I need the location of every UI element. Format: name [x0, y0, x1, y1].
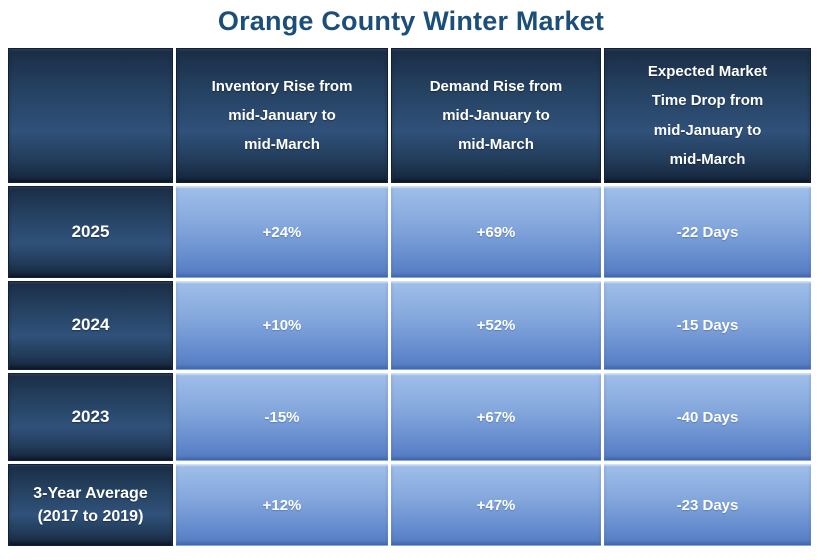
winter-market-table: Inventory Rise from mid-January to mid-M… [8, 48, 811, 546]
cell-average-market-time: -23 Days [604, 464, 811, 546]
cell-2024-inventory: +10% [176, 281, 388, 370]
header-market-time-drop: Expected Market Time Drop from mid-Janua… [604, 48, 811, 183]
row-label-3-year-average: 3-Year Average (2017 to 2019) [8, 464, 173, 546]
cell-2023-demand: +67% [391, 373, 601, 461]
header-corner-cell [8, 48, 173, 183]
cell-2024-market-time: -15 Days [604, 281, 811, 370]
page-title: Orange County Winter Market [217, 6, 605, 36]
row-label-2025: 2025 [8, 186, 173, 278]
cell-2023-market-time: -40 Days [604, 373, 811, 461]
cell-average-inventory: +12% [176, 464, 388, 546]
cell-2025-inventory: +24% [176, 186, 388, 278]
cell-2023-inventory: -15% [176, 373, 388, 461]
cell-2025-demand: +69% [391, 186, 601, 278]
row-label-2023: 2023 [8, 373, 173, 461]
cell-2024-demand: +52% [391, 281, 601, 370]
cell-average-demand: +47% [391, 464, 601, 546]
header-inventory-rise: Inventory Rise from mid-January to mid-M… [176, 48, 388, 183]
cell-2025-market-time: -22 Days [604, 186, 811, 278]
row-label-2024: 2024 [8, 281, 173, 370]
header-demand-rise: Demand Rise from mid-January to mid-Marc… [391, 48, 601, 183]
